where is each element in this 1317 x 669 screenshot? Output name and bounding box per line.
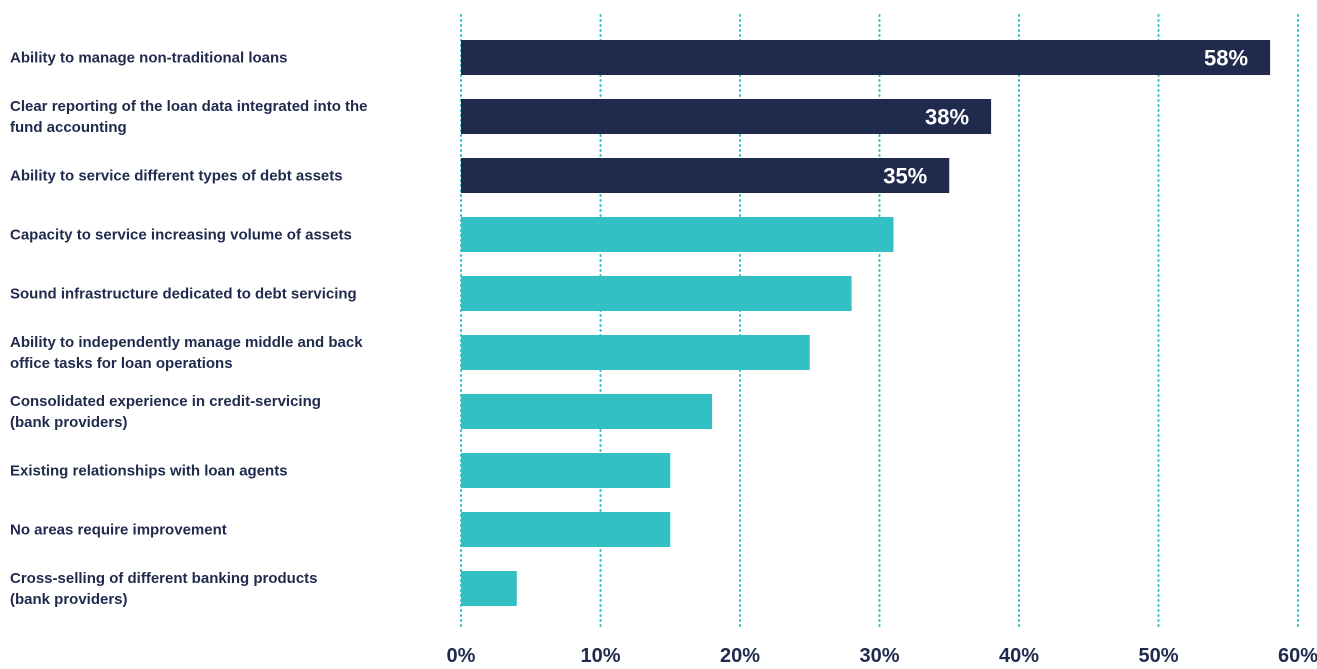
x-tick-label: 50% xyxy=(1138,645,1178,667)
data-label: 58% xyxy=(1204,46,1248,71)
bar xyxy=(461,453,671,488)
category-label: (bank providers) xyxy=(10,414,128,431)
bars xyxy=(461,40,1271,606)
x-tick-label: 30% xyxy=(859,645,899,667)
bar xyxy=(461,571,517,606)
category-label: Ability to manage non-traditional loans xyxy=(10,50,288,67)
data-labels: 58% 38% 35% xyxy=(883,46,1248,189)
x-tick-label: 0% xyxy=(447,645,476,667)
bar xyxy=(461,158,950,193)
bar xyxy=(461,276,852,311)
category-label: Ability to service different types of de… xyxy=(10,168,343,185)
category-label: Consolidated experience in credit-servic… xyxy=(10,393,321,410)
x-axis-tick-labels: 0% 10% 20% 30% 40% 50% 60% xyxy=(447,645,1317,667)
category-label: No areas require improvement xyxy=(10,522,227,539)
bar xyxy=(461,335,810,370)
category-labels: Ability to manage non-traditional loans C… xyxy=(10,50,368,609)
x-tick-label: 60% xyxy=(1278,645,1317,667)
category-label: Capacity to service increasing volume of… xyxy=(10,227,352,244)
category-label: office tasks for loan operations xyxy=(10,355,233,372)
category-label: (bank providers) xyxy=(10,591,128,608)
bar xyxy=(461,217,894,252)
bar xyxy=(461,99,992,134)
bar xyxy=(461,512,671,547)
category-label: Existing relationships with loan agents xyxy=(10,463,288,480)
data-label: 38% xyxy=(925,105,969,130)
data-label: 35% xyxy=(883,164,927,189)
category-label: Cross-selling of different banking produ… xyxy=(10,570,318,587)
bar xyxy=(461,394,713,429)
x-tick-label: 20% xyxy=(720,645,760,667)
category-label: fund accounting xyxy=(10,119,127,136)
category-label: Sound infrastructure dedicated to debt s… xyxy=(10,286,357,303)
bar xyxy=(461,40,1271,75)
x-tick-label: 10% xyxy=(580,645,620,667)
category-label: Ability to independently manage middle a… xyxy=(10,334,363,351)
category-label: Clear reporting of the loan data integra… xyxy=(10,98,368,115)
x-tick-label: 40% xyxy=(999,645,1039,667)
